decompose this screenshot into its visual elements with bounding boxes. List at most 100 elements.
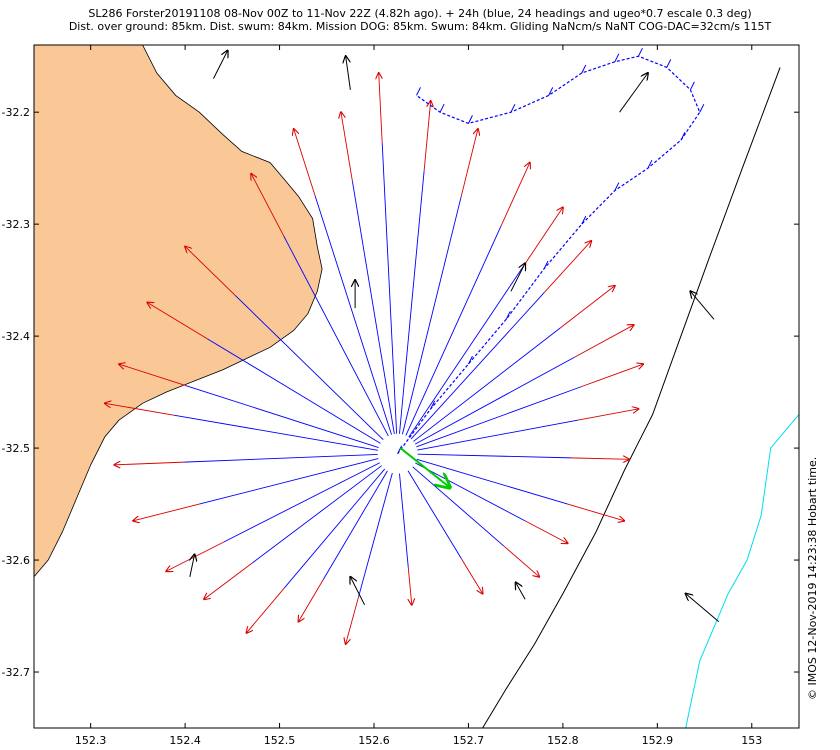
- chart-title: SL286 Forster20191108 08-Nov 00Z to 11-N…: [0, 7, 840, 33]
- heading-tip-6: [578, 409, 638, 421]
- heading-tip-23: [114, 462, 185, 465]
- heading-line-0: [399, 473, 409, 568]
- heading-tip-0: [408, 567, 412, 605]
- x-tick-label-7: 153: [741, 734, 762, 747]
- y-tick-label-1: -32.3: [2, 218, 30, 231]
- heading-line-29: [358, 472, 393, 597]
- track-tick-19: [416, 87, 421, 96]
- heading-tip-14: [423, 101, 431, 171]
- track-tick-10: [689, 81, 695, 91]
- chart-title-line-2: Dist. over ground: 85km. Dist. swum: 84k…: [68, 20, 772, 33]
- heading-tip-1: [460, 558, 482, 594]
- heading-tip-21: [119, 364, 186, 386]
- current-arrow-8: [686, 594, 720, 623]
- track-tick-11: [666, 59, 672, 68]
- heading-line-18: [283, 235, 389, 437]
- heading-line-7: [416, 386, 582, 448]
- heading-tip-11: [523, 207, 563, 266]
- isobath-line-dark: [482, 67, 781, 728]
- heading-line-16: [351, 181, 395, 435]
- current-arrow-2: [619, 73, 648, 113]
- heading-line-23: [184, 454, 378, 463]
- track-tick-12: [637, 47, 643, 57]
- heading-line-3: [415, 462, 526, 522]
- heading-tip-22: [105, 403, 174, 416]
- credit-text: © IMOS 12-Nov-2019 14:23:38 Hobart time.: [806, 456, 819, 700]
- heading-line-6: [417, 419, 579, 451]
- x-tick-label-1: 152.4: [169, 734, 201, 747]
- track-tick-18: [439, 103, 445, 113]
- heading-tip-28: [298, 579, 324, 622]
- track-tick-8: [680, 131, 686, 141]
- x-tick-label-3: 152.6: [358, 734, 390, 747]
- heading-tip-7: [581, 364, 643, 387]
- heading-line-24: [199, 458, 379, 505]
- heading-tip-10: [543, 241, 591, 294]
- land-mass: [34, 45, 323, 728]
- heading-tip-13: [460, 129, 478, 198]
- track-tick-4: [543, 260, 549, 270]
- y-tick-label-0: -32.2: [2, 106, 30, 119]
- heading-tip-26: [204, 562, 253, 599]
- heading-tip-2: [503, 545, 539, 577]
- heading-line-26: [252, 465, 382, 564]
- heading-tip-16: [341, 112, 353, 182]
- heading-line-27: [283, 468, 386, 589]
- y-tick-label-3: -32.5: [2, 442, 30, 455]
- heading-tip-20: [147, 303, 208, 340]
- plot-frame: [33, 44, 800, 729]
- heading-tip-17: [294, 129, 316, 196]
- heading-tip-3: [524, 520, 568, 543]
- heading-line-19: [234, 295, 384, 441]
- isobath-line-light: [685, 414, 799, 728]
- glider-track: [397, 55, 701, 455]
- track-tick-2: [467, 355, 473, 365]
- dac-arrow: [399, 447, 449, 487]
- heading-tip-5: [571, 458, 629, 459]
- track-tick-1: [430, 400, 436, 410]
- x-tick-label-2: 152.5: [264, 734, 296, 747]
- current-arrow-0: [212, 51, 227, 79]
- current-arrow-7: [516, 582, 526, 600]
- heading-line-10: [410, 292, 545, 440]
- heading-line-20: [207, 338, 381, 444]
- x-tick-label-4: 152.7: [453, 734, 485, 747]
- track-tick-9: [699, 103, 705, 113]
- track-tick-3: [505, 311, 511, 320]
- heading-line-1: [407, 470, 462, 559]
- heading-tip-19: [185, 247, 236, 296]
- current-arrow-6: [350, 577, 366, 606]
- y-tick-label-4: -32.6: [2, 554, 30, 567]
- heading-line-21: [185, 385, 379, 448]
- track-tick-15: [548, 87, 554, 96]
- y-tick-label-2: -32.4: [2, 330, 30, 343]
- heading-tip-8: [574, 325, 634, 358]
- heading-tip-18: [251, 174, 285, 237]
- heading-tip-29: [346, 596, 360, 644]
- heading-tip-12: [500, 163, 530, 227]
- current-arrow-9: [190, 554, 195, 577]
- heading-line-2: [412, 466, 505, 547]
- heading-line-25: [223, 462, 380, 543]
- track-tick-5: [581, 215, 587, 225]
- x-tick-label-6: 152.9: [642, 734, 674, 747]
- track-tick-13: [614, 53, 620, 63]
- track-tick-6: [614, 182, 620, 191]
- heading-line-28: [322, 470, 388, 580]
- current-arrow-4: [510, 263, 525, 292]
- chart-title-line-1: SL286 Forster20191108 08-Nov 00Z to 11-N…: [88, 7, 752, 20]
- heading-line-13: [401, 196, 462, 435]
- heading-line-17: [314, 195, 392, 435]
- heading-line-9: [413, 327, 561, 442]
- track-tick-14: [581, 64, 587, 74]
- heading-line-14: [399, 170, 425, 434]
- heading-line-22: [173, 414, 378, 451]
- heading-tip-9: [560, 286, 615, 329]
- track-tick-0: [397, 445, 403, 454]
- current-arrow-5: [690, 291, 715, 320]
- x-tick-label-0: 152.3: [75, 734, 107, 747]
- x-tick-label-5: 152.8: [547, 734, 579, 747]
- heading-tip-25: [166, 541, 225, 571]
- heading-tip-27: [247, 587, 285, 633]
- heading-tip-4: [567, 503, 625, 521]
